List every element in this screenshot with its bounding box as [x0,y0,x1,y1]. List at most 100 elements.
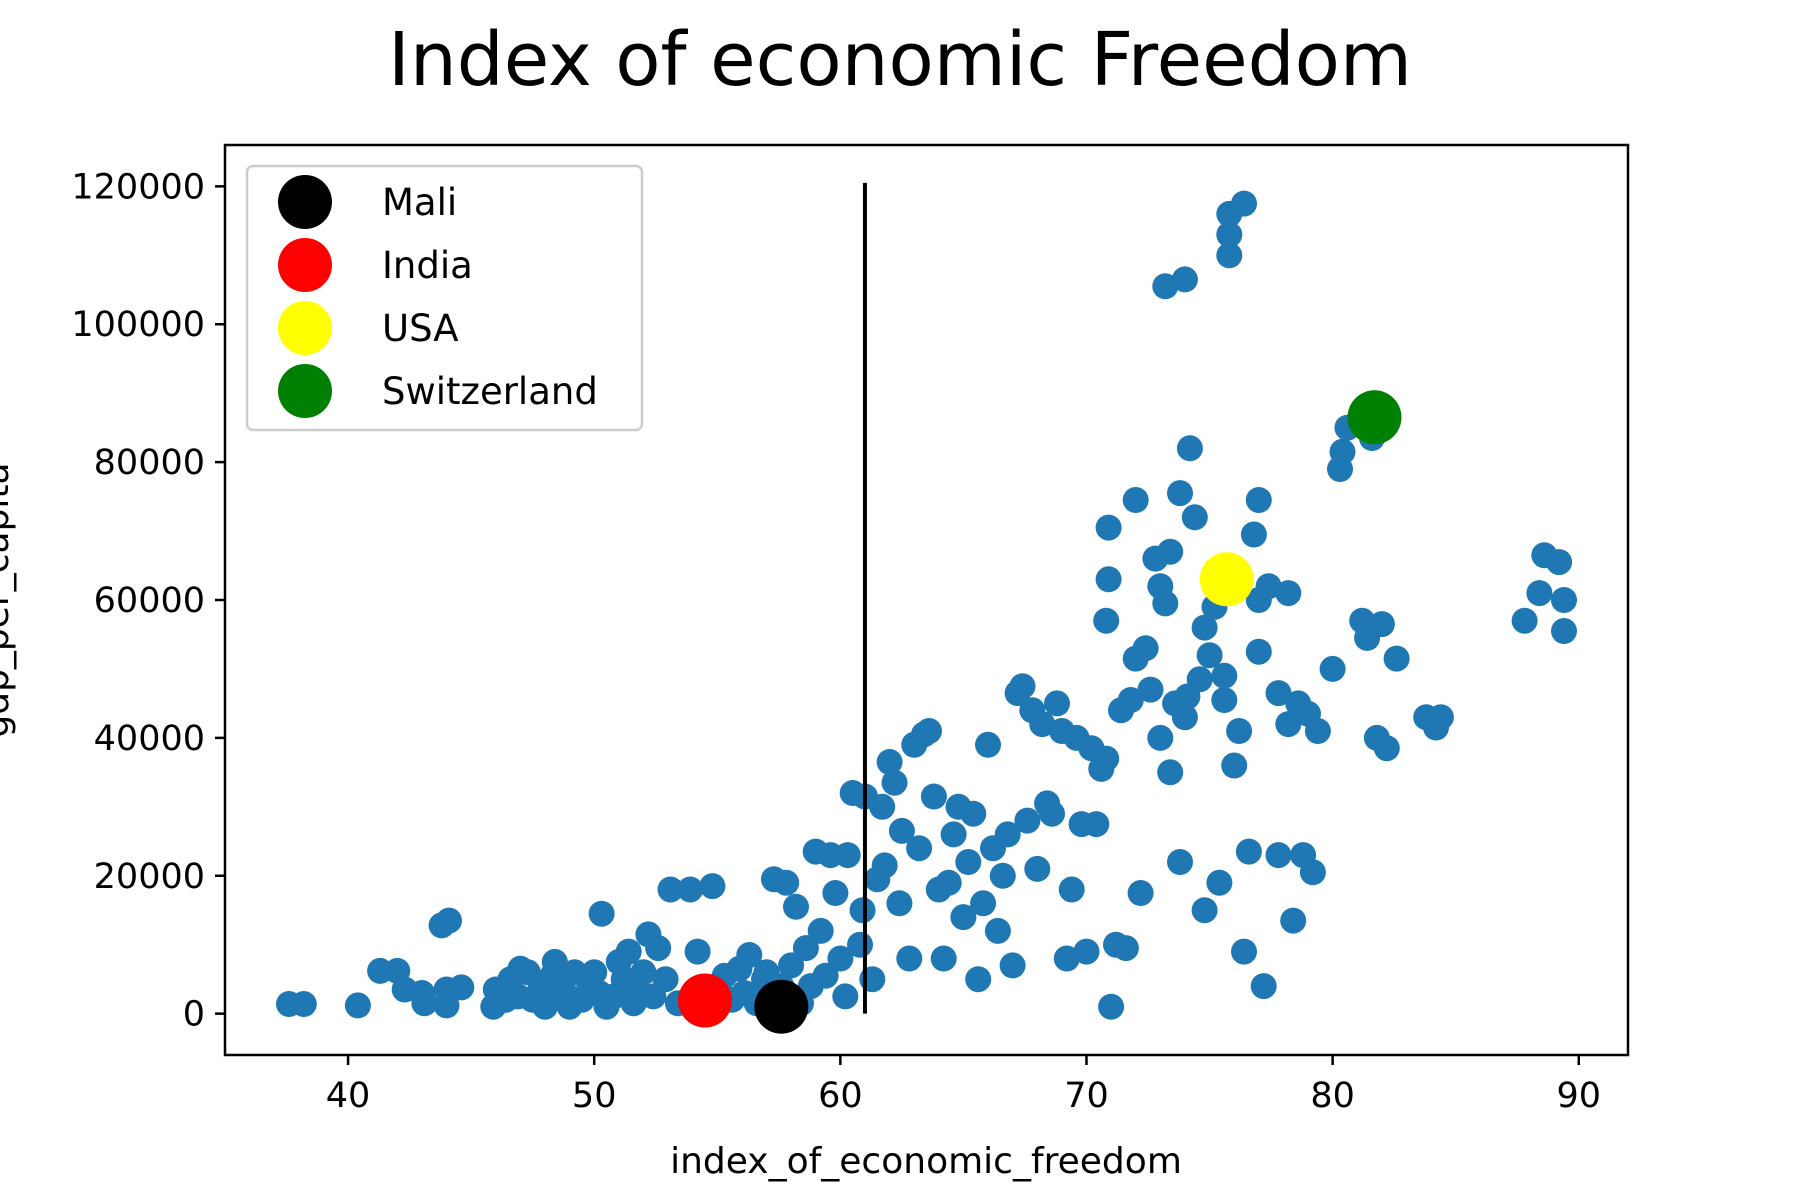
data-point-130 [1093,607,1120,634]
data-point-181 [1275,580,1302,607]
data-point-155 [1181,504,1208,531]
data-point-78 [847,931,873,958]
data-point-178 [1265,842,1292,869]
data-point-37 [615,938,642,965]
data-point-151 [1167,480,1193,507]
highlight-point-mali [754,979,809,1034]
data-point-176 [1250,973,1277,1000]
data-point-133 [1098,993,1125,1020]
data-point-63 [773,869,800,896]
data-point-101 [955,849,982,875]
data-point-65 [783,893,809,920]
data-point-170 [1231,938,1257,965]
data-point-109 [994,821,1021,848]
data-point-138 [1122,487,1149,513]
y-tick-label-40000: 40000 [94,719,205,759]
data-point-110 [999,952,1026,979]
data-point-199 [1368,611,1395,638]
y-tick-label-20000: 20000 [94,857,205,897]
x-tick-label-50: 50 [572,1076,617,1116]
legend-marker-mali [278,175,332,229]
data-point-1 [290,991,317,1017]
y-axis: 0 20000 40000 60000 80000 100000 120000 [71,167,225,1035]
data-point-83 [869,793,896,820]
data-point-116 [1029,711,1056,738]
data-point-164 [1216,242,1243,269]
data-point-119 [1044,690,1070,717]
data-point-150 [1167,849,1193,875]
data-point-7 [411,990,438,1017]
data-point-187 [1304,718,1331,744]
data-point-85 [876,749,903,775]
data-point-127 [1083,811,1110,838]
data-point-79 [849,897,876,924]
legend: Mali India USA Switzerland [245,164,644,432]
data-point-165 [1216,221,1243,248]
x-tick-label-90: 90 [1556,1076,1601,1116]
data-point-177 [1255,573,1282,600]
data-point-132 [1095,514,1122,541]
data-point-204 [1427,704,1454,731]
data-point-180 [1275,711,1302,738]
data-point-70 [807,917,834,944]
data-point-182 [1280,907,1307,934]
data-point-56 [736,942,763,968]
legend-marker-usa [278,301,332,355]
data-point-64 [778,952,805,979]
x-axis: 40 50 60 70 80 90 [326,1055,1601,1116]
data-point-186 [1299,859,1326,886]
data-point-161 [1206,869,1233,896]
data-point-157 [1191,614,1218,641]
highlight-layer [678,390,1402,1034]
x-axis-label: index_of_economic_freedom [670,1141,1182,1182]
data-point-40 [630,959,657,986]
data-point-44 [652,966,679,993]
data-point-146 [1152,590,1179,617]
y-tick-label-0: 0 [183,995,205,1035]
data-point-173 [1245,638,1272,665]
data-point-32 [588,900,615,927]
data-point-125 [1073,938,1100,965]
data-point-24 [541,948,568,975]
data-point-159 [1196,642,1223,669]
data-point-93 [916,718,942,744]
data-point-91 [906,835,933,862]
data-point-136 [1112,935,1139,962]
data-point-43 [645,935,672,962]
data-point-22 [532,993,558,1020]
data-point-12 [448,974,475,1001]
data-point-145 [1147,724,1174,751]
x-tick-label-70: 70 [1064,1076,1109,1116]
data-point-74 [827,945,854,972]
y-tick-label-100000: 100000 [71,305,205,345]
data-point-190 [1319,655,1346,682]
data-point-179 [1265,680,1292,707]
data-point-175 [1245,487,1272,513]
data-point-100 [950,904,977,931]
data-point-158 [1191,897,1218,924]
data-point-152 [1171,704,1198,731]
data-point-131 [1095,566,1122,593]
data-point-147 [1157,538,1184,565]
legend-entries: Mali India USA Switzerland [278,175,598,418]
data-point-172 [1240,521,1267,548]
legend-box [245,164,644,432]
data-point-89 [896,945,923,972]
data-point-67 [792,935,819,962]
data-point-129 [1093,745,1120,772]
data-point-30 [581,959,608,986]
data-point-104 [970,890,997,917]
data-point-86 [881,769,908,796]
x-tick-label-80: 80 [1310,1076,1355,1116]
chart-title: Index of economic Freedom [388,17,1412,103]
data-point-113 [1014,807,1041,834]
data-point-73 [822,880,849,906]
x-tick-label-40: 40 [326,1076,371,1116]
data-point-108 [989,862,1016,889]
data-point-167 [1221,752,1248,779]
data-point-97 [935,869,962,896]
data-point-118 [1039,800,1065,827]
data-point-142 [1137,676,1164,703]
data-point-115 [1024,855,1051,882]
